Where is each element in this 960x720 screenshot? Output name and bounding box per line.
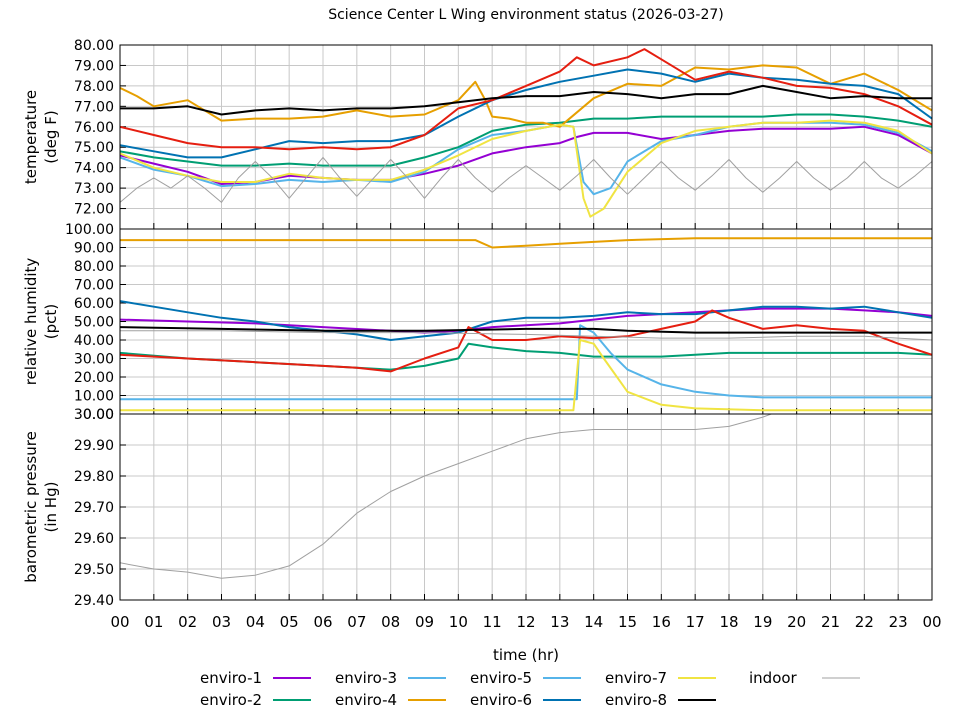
x-tick-label: 02 [178, 613, 197, 631]
x-tick-label: 08 [381, 613, 400, 631]
chart-title: Science Center L Wing environment status… [328, 7, 724, 23]
y-tick-label: 78.00 [74, 79, 114, 95]
series-line-enviro-4 [120, 64, 932, 128]
y-tick-label: 50.00 [74, 315, 114, 331]
y-axis-label: (pct) [42, 304, 60, 339]
series-line-enviro-2 [120, 113, 932, 167]
y-tick-label: 70.00 [74, 278, 114, 294]
panel-pressure: 29.40 29.50 29.60 29.70 29.80 29.90 30.00 barom… [22, 407, 933, 609]
x-tick-label: 06 [313, 613, 332, 631]
chart-panels: 72.00 73.00 74.00 75.00 76.00 77.00 78.00 79.00… [22, 38, 942, 631]
x-tick-label: 22 [855, 613, 874, 631]
x-tick-label: 04 [246, 613, 265, 631]
x-tick-label: 23 [889, 613, 908, 631]
y-tick-label: 60.00 [74, 296, 114, 312]
y-tick-label: 29.60 [74, 531, 114, 547]
x-tick-label: 10 [449, 613, 468, 631]
y-axis-label: barometric pressure [22, 431, 40, 583]
x-tick-label: 15 [618, 613, 637, 631]
x-tick-label: 00 [922, 613, 941, 631]
legend-label-enviro-6: enviro-6 [470, 691, 532, 709]
y-axis-label: (in Hg) [42, 482, 60, 533]
x-tick-label: 07 [347, 613, 366, 631]
legend-label-enviro-5: enviro-5 [470, 669, 532, 687]
x-tick-label: 09 [415, 613, 434, 631]
y-tick-label: 79.00 [74, 58, 114, 74]
x-tick-label: 17 [686, 613, 705, 631]
series-line-enviro-6 [120, 68, 932, 159]
x-tick-label: 00 [110, 613, 129, 631]
x-tick-label: 14 [584, 613, 603, 631]
x-tick-label: 16 [652, 613, 671, 631]
y-axis-label: relative humidity [22, 258, 40, 386]
series-line-enviro-7 [120, 48, 932, 151]
x-tick-label: 03 [212, 613, 231, 631]
x-tick-label: 01 [144, 613, 163, 631]
legend-label-enviro-1: enviro-1 [200, 669, 262, 687]
legend-label-enviro-2: enviro-2 [200, 691, 262, 709]
y-tick-label: 80.00 [74, 259, 114, 275]
legend-label-enviro-4: enviro-4 [335, 691, 397, 709]
x-tick-label: 18 [719, 613, 738, 631]
series-line-enviro-6 [120, 300, 932, 341]
y-tick-label: 29.70 [74, 500, 114, 516]
legend-label-enviro-7: enviro-7 [605, 669, 667, 687]
legend-label-indoor: indoor [749, 669, 798, 687]
y-tick-label: 74.00 [74, 161, 114, 177]
series-line-enviro-4 [120, 237, 932, 249]
x-tick-label: 19 [753, 613, 772, 631]
x-tick-label: 20 [787, 613, 806, 631]
y-tick-label: 29.80 [74, 469, 114, 485]
x-tick-label: 11 [483, 613, 502, 631]
x-tick-label: 12 [516, 613, 535, 631]
series-line-indoor [120, 330, 932, 341]
y-tick-label: 30.00 [74, 352, 114, 368]
plot-frame [119, 413, 933, 601]
y-tick-label: 72.00 [74, 202, 114, 218]
series-line-indoor [120, 414, 773, 579]
x-tick-label: 13 [550, 613, 569, 631]
y-tick-label: 10.00 [74, 389, 114, 405]
series-line-enviro-3 [120, 324, 932, 401]
y-tick-label: 77.00 [74, 99, 114, 115]
x-tick-label: 05 [280, 613, 299, 631]
y-tick-label: 29.40 [74, 593, 114, 609]
x-axis-label: time (hr) [493, 646, 559, 664]
legend-label-enviro-8: enviro-8 [605, 691, 667, 709]
y-tick-label: 76.00 [74, 120, 114, 136]
y-tick-label: 80.00 [74, 38, 114, 54]
x-tick-label: 21 [821, 613, 840, 631]
series-line-enviro-5 [120, 339, 932, 412]
series-line-indoor [120, 156, 932, 203]
y-tick-label: 40.00 [74, 333, 114, 349]
y-tick-label: 100.00 [65, 222, 114, 238]
y-tick-label: 90.00 [74, 241, 114, 257]
y-tick-label: 20.00 [74, 370, 114, 386]
panel-temperature: 72.00 73.00 74.00 75.00 76.00 77.00 78.00 79.00… [22, 38, 933, 230]
panel-humidity: 0.00 10.00 20.00 30.00 40.00 50.00 60.00 70.00 8… [22, 222, 933, 423]
y-axis-label: temperature [22, 90, 40, 184]
y-tick-label: 30.00 [74, 407, 114, 423]
legend-label-enviro-3: enviro-3 [335, 669, 397, 687]
y-tick-label: 0.00 [83, 407, 114, 423]
y-tick-label: 29.50 [74, 562, 114, 578]
y-tick-label: 29.90 [74, 438, 114, 454]
chart-legend: enviro-1 enviro-2 enviro-3 enviro-4 enviro-5… [200, 669, 860, 709]
series-line-enviro-8 [120, 326, 932, 334]
y-axis-label: (deg F) [42, 110, 60, 163]
y-tick-label: 75.00 [74, 140, 114, 156]
series-line-enviro-8 [120, 84, 932, 116]
series-line-enviro-7 [120, 309, 932, 373]
y-tick-label: 73.00 [74, 181, 114, 197]
